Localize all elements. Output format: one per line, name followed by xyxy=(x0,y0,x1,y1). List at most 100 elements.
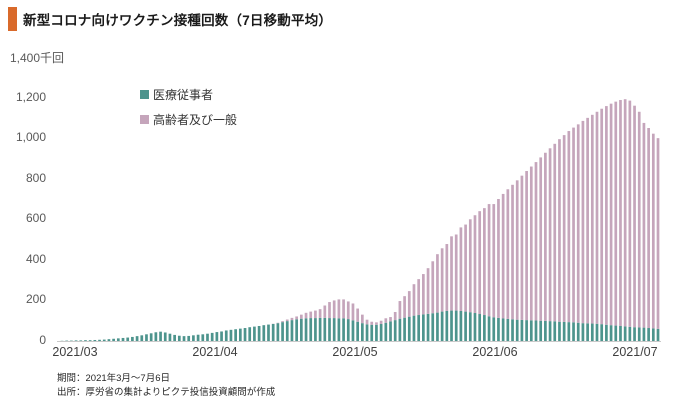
bar-segment-medical-workers xyxy=(234,329,237,341)
y-tick-label: 0 xyxy=(39,333,46,347)
footnote-source: 出所：厚労省の集計よりピクテ投信投資顧問が作成 xyxy=(57,386,276,398)
bar-segment-elderly-general xyxy=(436,254,439,313)
bar-segment-elderly-general xyxy=(450,236,453,311)
bar-segment-elderly-general xyxy=(464,224,467,312)
y-tick-label: 200 xyxy=(25,292,46,307)
bar-segment-elderly-general xyxy=(558,139,561,322)
bar-segment-medical-workers xyxy=(196,334,200,341)
bar-segment-medical-workers xyxy=(642,327,646,341)
bar-segment-medical-workers xyxy=(572,322,575,341)
bar-segment-medical-workers xyxy=(478,314,482,341)
bar-segment-medical-workers xyxy=(445,310,449,341)
bar-segment-elderly-general xyxy=(483,208,486,316)
bar-segment-medical-workers xyxy=(590,323,594,341)
bar-segment-medical-workers xyxy=(177,335,181,341)
bar-segment-elderly-general xyxy=(548,148,552,322)
bar-segment-medical-workers xyxy=(656,328,660,341)
bar-segment-medical-workers xyxy=(473,313,477,341)
bar-segment-medical-workers xyxy=(398,318,402,341)
bar-segment-medical-workers xyxy=(163,332,167,341)
bar-segment-elderly-general xyxy=(393,311,397,321)
bar-segment-medical-workers xyxy=(224,330,228,341)
bar-segment-medical-workers xyxy=(548,321,552,341)
bar-segment-elderly-general xyxy=(642,122,646,328)
bar-segment-elderly-general xyxy=(351,303,355,321)
bar-segment-medical-workers xyxy=(619,325,622,341)
bar-segment-medical-workers xyxy=(407,316,411,341)
legend-label-elderly-general: 高齢者及び一般 xyxy=(153,112,238,127)
bar-segment-medical-workers xyxy=(140,335,144,341)
bar-segment-medical-workers xyxy=(581,323,585,341)
bar-segment-medical-workers xyxy=(262,325,266,341)
chart-legend: 医療従事者 高齢者及び一般 xyxy=(140,85,237,135)
bar-segment-medical-workers xyxy=(539,320,543,341)
bar-segment-elderly-general xyxy=(445,244,449,311)
x-tick-label: 2021/07 xyxy=(612,345,658,359)
y-axis-unit-label: 1,400千回 xyxy=(10,51,65,65)
bar-segment-medical-workers xyxy=(412,315,416,341)
bar-segment-medical-workers xyxy=(159,331,162,341)
bar-segment-medical-workers xyxy=(304,318,308,341)
bar-segment-medical-workers xyxy=(145,334,148,341)
bar-segment-elderly-general xyxy=(534,162,538,321)
bar-segment-medical-workers xyxy=(173,334,176,341)
bar-segment-elderly-general xyxy=(581,120,585,324)
y-tick-label: 1,000 xyxy=(15,130,46,145)
bar-segment-elderly-general xyxy=(440,248,444,312)
bar-segment-medical-workers xyxy=(356,321,360,341)
bar-segment-elderly-general xyxy=(459,227,463,311)
bar-segment-medical-workers xyxy=(651,328,655,341)
bar-segment-medical-workers xyxy=(567,322,571,341)
bar-segment-medical-workers xyxy=(229,329,233,341)
bar-segment-medical-workers xyxy=(595,323,599,341)
bar-segment-medical-workers xyxy=(562,321,566,341)
bar-segment-medical-workers xyxy=(605,324,608,341)
bar-segment-medical-workers xyxy=(506,318,510,341)
bar-segment-elderly-general xyxy=(384,318,388,323)
bar-segment-medical-workers xyxy=(187,335,191,341)
bar-segment-medical-workers xyxy=(365,324,369,341)
bar-segment-medical-workers xyxy=(426,313,430,341)
bar-segment-elderly-general xyxy=(619,100,622,326)
bar-segment-elderly-general xyxy=(562,135,566,322)
bar-segment-elderly-general xyxy=(572,127,575,323)
bar-segment-elderly-general xyxy=(614,101,618,326)
bar-segment-medical-workers xyxy=(440,311,444,341)
bar-segment-medical-workers xyxy=(168,333,172,341)
bar-segment-medical-workers xyxy=(361,323,364,341)
bar-segment-medical-workers xyxy=(450,310,453,341)
bar-segment-elderly-general xyxy=(553,143,557,322)
y-tick-label: 400 xyxy=(25,251,46,266)
bar-segment-medical-workers xyxy=(220,331,223,341)
bar-segment-medical-workers xyxy=(520,319,524,341)
bar-segment-medical-workers xyxy=(309,318,313,341)
x-tick-label: 2021/03 xyxy=(52,345,98,359)
bar-segment-medical-workers xyxy=(84,340,87,341)
bar-segment-elderly-general xyxy=(389,317,392,322)
bar-segment-medical-workers xyxy=(238,328,242,341)
bar-segment-elderly-general xyxy=(511,184,514,320)
bar-segment-elderly-general xyxy=(590,114,594,324)
bar-segment-elderly-general xyxy=(656,138,660,329)
legend-swatch-medical-workers xyxy=(140,89,149,99)
bar-segment-medical-workers xyxy=(215,332,219,341)
bar-segment-elderly-general xyxy=(478,211,482,315)
bar-segment-elderly-general xyxy=(501,193,505,319)
bar-segment-elderly-general xyxy=(370,321,374,325)
legend-item-elderly-general: 高齢者及び一般 xyxy=(140,110,237,128)
bar-segment-medical-workers xyxy=(637,327,641,341)
bar-segment-elderly-general xyxy=(600,108,604,325)
bar-segment-medical-workers xyxy=(257,325,261,341)
bar-segment-medical-workers xyxy=(454,310,458,341)
bar-segment-elderly-general xyxy=(497,199,500,318)
bar-segment-medical-workers xyxy=(131,336,134,341)
bar-segment-medical-workers xyxy=(609,325,613,341)
bar-segment-medical-workers xyxy=(154,332,158,341)
bar-segment-elderly-general xyxy=(304,312,308,319)
bar-segment-elderly-general xyxy=(544,152,547,321)
bar-segment-medical-workers xyxy=(431,313,435,341)
bar-segment-elderly-general xyxy=(309,311,313,319)
bar-segment-elderly-general xyxy=(633,105,636,328)
bar-segment-medical-workers xyxy=(112,338,115,341)
